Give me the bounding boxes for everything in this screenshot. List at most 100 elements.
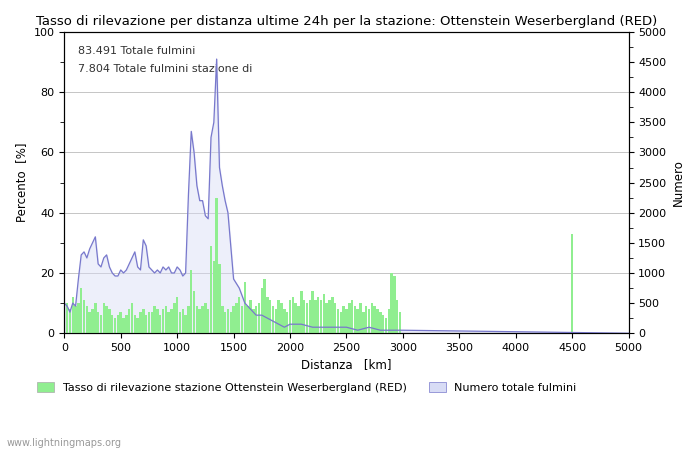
Bar <box>99 315 102 333</box>
Text: 7.804 Totale fulmini stazione di: 7.804 Totale fulmini stazione di <box>78 63 253 74</box>
Bar <box>388 309 390 333</box>
Bar <box>309 300 311 333</box>
Bar <box>148 312 150 333</box>
Bar <box>334 303 337 333</box>
Bar <box>376 309 379 333</box>
Bar <box>280 303 283 333</box>
Bar <box>190 270 193 333</box>
Bar <box>139 312 141 333</box>
Bar <box>125 315 127 333</box>
Bar <box>128 309 130 333</box>
Bar <box>173 303 176 333</box>
Bar <box>399 312 401 333</box>
Bar <box>368 309 370 333</box>
Bar <box>164 306 167 333</box>
Bar <box>342 306 345 333</box>
Bar <box>80 288 83 333</box>
Bar <box>289 300 291 333</box>
Bar <box>382 315 384 333</box>
Bar <box>120 312 122 333</box>
Bar <box>202 306 204 333</box>
Bar <box>370 303 373 333</box>
Bar <box>246 306 249 333</box>
Bar <box>97 312 99 333</box>
Bar <box>345 309 348 333</box>
Bar <box>312 291 314 333</box>
Bar <box>196 306 198 333</box>
Bar <box>66 303 69 333</box>
Bar <box>255 306 258 333</box>
Bar <box>83 300 85 333</box>
Bar <box>122 318 125 333</box>
Bar <box>326 303 328 333</box>
Bar <box>340 312 342 333</box>
Bar <box>162 309 164 333</box>
Bar <box>272 306 274 333</box>
Bar <box>108 309 111 333</box>
Bar <box>356 309 359 333</box>
Bar <box>263 279 266 333</box>
Bar <box>184 315 187 333</box>
Bar <box>230 312 232 333</box>
Bar <box>571 234 573 333</box>
Bar <box>167 312 170 333</box>
Bar <box>391 273 393 333</box>
Bar <box>328 300 330 333</box>
Bar <box>303 300 305 333</box>
Bar <box>292 297 294 333</box>
Bar <box>295 303 297 333</box>
Bar <box>156 309 159 333</box>
Y-axis label: Percento  [%]: Percento [%] <box>15 143 28 222</box>
Bar <box>385 318 387 333</box>
Bar <box>283 309 286 333</box>
Bar <box>136 318 139 333</box>
Bar <box>207 309 209 333</box>
Bar <box>204 303 206 333</box>
Bar <box>193 291 195 333</box>
Bar <box>300 291 302 333</box>
Bar <box>337 309 340 333</box>
Bar <box>373 306 376 333</box>
Bar <box>314 300 316 333</box>
Bar <box>260 288 263 333</box>
Bar <box>362 312 365 333</box>
Bar <box>359 303 362 333</box>
Bar <box>354 306 356 333</box>
Bar <box>227 309 229 333</box>
Bar <box>170 309 173 333</box>
Bar <box>320 300 322 333</box>
Bar <box>298 306 300 333</box>
Bar <box>145 315 147 333</box>
Bar <box>131 303 133 333</box>
Bar <box>317 297 319 333</box>
Y-axis label: Numero: Numero <box>672 159 685 206</box>
Text: www.lightningmaps.org: www.lightningmaps.org <box>7 438 122 448</box>
Bar <box>106 306 108 333</box>
Bar <box>69 309 71 333</box>
Bar <box>266 297 269 333</box>
Bar <box>379 312 382 333</box>
Bar <box>269 300 272 333</box>
Bar <box>258 303 260 333</box>
Bar <box>249 300 252 333</box>
Bar <box>235 303 237 333</box>
Bar <box>94 303 97 333</box>
Bar <box>88 312 91 333</box>
Bar <box>159 315 162 333</box>
Bar <box>77 303 80 333</box>
Bar <box>181 309 184 333</box>
Bar <box>117 315 119 333</box>
Bar <box>323 294 325 333</box>
Bar <box>348 303 351 333</box>
Bar <box>134 315 136 333</box>
Bar <box>365 306 368 333</box>
Bar <box>396 300 398 333</box>
Bar <box>351 300 354 333</box>
Bar <box>252 309 255 333</box>
Bar <box>216 198 218 333</box>
Bar <box>274 309 277 333</box>
Bar <box>238 297 241 333</box>
Bar <box>111 315 113 333</box>
Bar <box>176 297 178 333</box>
Bar <box>153 306 156 333</box>
